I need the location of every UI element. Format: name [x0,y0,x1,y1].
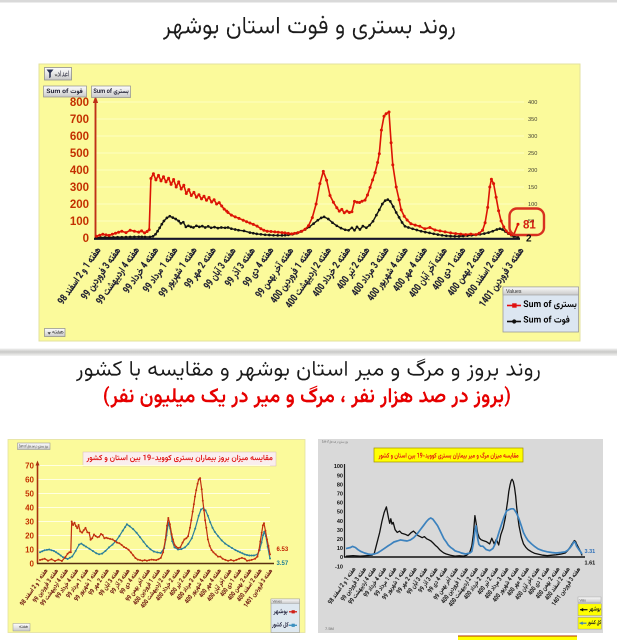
svg-text:0: 0 [30,559,35,568]
svg-text:40: 40 [25,503,34,512]
svg-text:30: 30 [337,528,343,534]
svg-text:40: 40 [337,519,343,525]
svg-text:81: 81 [523,220,536,232]
svg-text:70: 70 [25,461,34,470]
svg-text:90: 90 [337,473,343,479]
svg-text:300: 300 [528,134,537,140]
svg-text:50: 50 [337,510,343,516]
svg-text:700: 700 [70,114,89,126]
svg-text:2: 2 [526,234,532,245]
svg-text:400: 400 [528,100,537,106]
svg-text:20: 20 [25,531,34,540]
svg-text:30: 30 [25,517,34,526]
svg-text:3.57: 3.57 [277,561,289,567]
svg-text:20: 20 [337,537,343,543]
svg-text:6.53: 6.53 [277,547,289,553]
svg-text:100: 100 [70,216,89,228]
svg-text:100: 100 [334,464,343,470]
svg-text:-10: -10 [335,564,343,570]
svg-text:250: 250 [528,151,537,157]
svg-text:10: 10 [337,546,343,552]
svg-text:0: 0 [83,233,89,245]
svg-text:500: 500 [70,148,89,160]
svg-text:200: 200 [70,199,89,211]
svg-text:350: 350 [528,117,537,123]
svg-text:Valu: Valu [580,598,587,602]
svg-text:1.61: 1.61 [585,561,596,567]
svg-text:150: 150 [528,185,537,191]
svg-text:7.5M: 7.5M [325,626,334,631]
svg-text:50: 50 [25,489,34,498]
svg-text:300: 300 [70,182,89,194]
svg-text:0: 0 [340,555,343,561]
svg-text:70: 70 [337,492,343,498]
svg-text:200: 200 [528,168,537,174]
svg-text:600: 600 [70,131,89,143]
svg-text:60: 60 [25,475,34,484]
svg-text:100: 100 [528,202,537,208]
svg-text:10: 10 [25,545,34,554]
svg-text:60: 60 [337,501,343,507]
svg-text:800: 800 [70,97,89,109]
svg-text:50: 50 [528,219,534,225]
svg-text:Values: Values [273,600,283,604]
svg-text:Values: Values [506,289,522,295]
svg-text:80: 80 [337,482,343,488]
svg-text:400: 400 [70,165,89,177]
svg-text:3.31: 3.31 [585,549,596,555]
